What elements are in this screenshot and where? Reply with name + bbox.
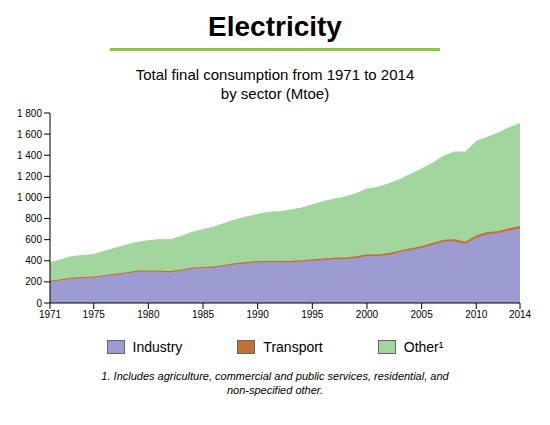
svg-text:1980: 1980 bbox=[137, 309, 160, 320]
svg-text:2014: 2014 bbox=[509, 309, 532, 320]
svg-text:1985: 1985 bbox=[192, 309, 215, 320]
html-text:Electricity: Electricity bbox=[208, 11, 342, 42]
svg-text:1 600: 1 600 bbox=[17, 129, 42, 140]
svg-text:400: 400 bbox=[25, 255, 42, 266]
svg-text:1 200: 1 200 bbox=[17, 171, 42, 182]
svg-text:1 000: 1 000 bbox=[17, 192, 42, 203]
svg-text:2005: 2005 bbox=[411, 309, 434, 320]
svg-text:1 800: 1 800 bbox=[17, 108, 42, 119]
html-text:1. Includes agriculture, comme: 1. Includes agriculture, commercial and … bbox=[101, 370, 449, 396]
svg-text:1975: 1975 bbox=[83, 309, 106, 320]
svg-text:0: 0 bbox=[36, 298, 42, 309]
svg-text:1990: 1990 bbox=[247, 309, 270, 320]
svg-text:1995: 1995 bbox=[301, 309, 324, 320]
html-text:Transport: Transport bbox=[263, 339, 323, 355]
svg-text:800: 800 bbox=[25, 213, 42, 224]
html-text:Total final consumption from 1: Total final consumption from 1971 to 201… bbox=[135, 66, 415, 102]
svg-text:200: 200 bbox=[25, 276, 42, 287]
html-text:Industry: Industry bbox=[132, 339, 183, 355]
svg-text:2000: 2000 bbox=[356, 309, 379, 320]
svg-text:2010: 2010 bbox=[465, 309, 488, 320]
svg-text:600: 600 bbox=[25, 234, 42, 245]
svg-text:1 400: 1 400 bbox=[17, 150, 42, 161]
svg-text:1971: 1971 bbox=[39, 309, 62, 320]
html-text:Other¹: Other¹ bbox=[403, 339, 444, 355]
